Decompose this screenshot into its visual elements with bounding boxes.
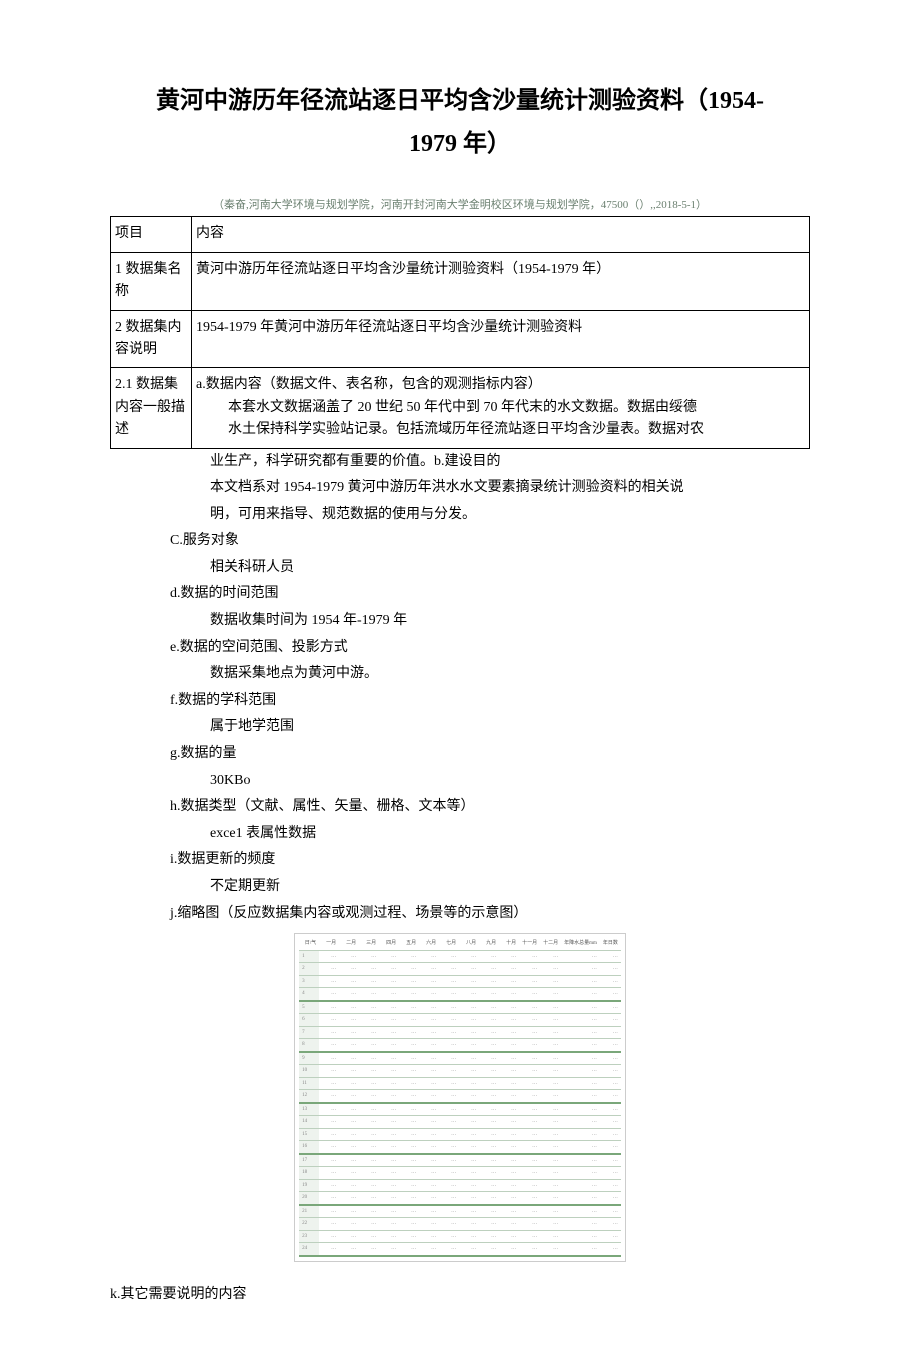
row1-value: 黄河中游历年径流站逐日平均含沙量统计测验资料（1954-1979 年） <box>192 252 810 310</box>
f-label: f.数据的学科范围 <box>110 688 810 715</box>
table-row: 2.1 数据集内容一般描述 a.数据内容（数据文件、表名称，包含的观测指标内容）… <box>111 368 810 448</box>
metadata-table: 项目 内容 1 数据集名称 黄河中游历年径流站逐日平均含沙量统计测验资料（195… <box>110 216 810 448</box>
h-label: h.数据类型（文献、属性、矢量、栅格、文本等） <box>110 794 810 821</box>
page-root: 黄河中游历年径流站逐日平均含沙量统计测验资料（1954- 1979 年） （秦奋… <box>0 0 920 1369</box>
b-body1: 本文档系对 1954-1979 黄河中游历年洪水水文要素摘录统计测验资料的相关说 <box>110 475 810 502</box>
d-label: d.数据的时间范围 <box>110 581 810 608</box>
f-body: 属于地学范围 <box>110 714 810 741</box>
j-label: j.缩略图（反应数据集内容或观测过程、场景等的示意图） <box>110 901 810 928</box>
h-body: exce1 表属性数据 <box>110 821 810 848</box>
table-row: 1 数据集名称 黄河中游历年径流站逐日平均含沙量统计测验资料（1954-1979… <box>111 252 810 310</box>
row2-value: 1954-1979 年黄河中游历年径流站逐日平均含沙量统计测验资料 <box>192 310 810 368</box>
row3-value: a.数据内容（数据文件、表名称，包含的观测指标内容） 本套水文数据涵盖了 20 … <box>192 368 810 448</box>
a-body3: 业生产，科学研究都有重要的价值。b.建设目的 <box>110 449 810 476</box>
g-label: g.数据的量 <box>110 741 810 768</box>
title-line-2: 1979 年） <box>409 131 511 157</box>
c-label: C.服务对象 <box>110 528 810 555</box>
c-body: 相关科研人员 <box>110 555 810 582</box>
i-label: i.数据更新的频度 <box>110 847 810 874</box>
k-label: k.其它需要说明的内容 <box>110 1282 810 1309</box>
table-header-row: 项目 内容 <box>111 217 810 252</box>
thumbnail-wrap: 日\气一月二月三月四月五月六月七月八月九月十月十一月十二月年降水总量mm年日数1… <box>110 933 810 1272</box>
e-body: 数据采集地点为黄河中游。 <box>110 661 810 688</box>
d-body: 数据收集时间为 1954 年-1979 年 <box>110 608 810 635</box>
title-line-1: 黄河中游历年径流站逐日平均含沙量统计测验资料（1954- <box>156 88 764 114</box>
b-body2: 明，可用来指导、规范数据的使用与分发。 <box>110 502 810 529</box>
g-body: 30KBo <box>110 768 810 795</box>
i-body: 不定期更新 <box>110 874 810 901</box>
table-row: 2 数据集内容说明 1954-1979 年黄河中游历年径流站逐日平均含沙量统计测… <box>111 310 810 368</box>
byline: （秦奋,河南大学环境与规划学院，河南开封河南大学金明校区环境与规划学院，4750… <box>110 196 810 212</box>
header-col2: 内容 <box>192 217 810 252</box>
row3-label: 2.1 数据集内容一般描述 <box>111 368 192 448</box>
row3-a-body2: 水土保持科学实验站记录。包括流域历年径流站逐日平均含沙量表。数据对农 <box>196 419 805 441</box>
row3-a: a.数据内容（数据文件、表名称，包含的观测指标内容） <box>196 374 805 396</box>
doc-title: 黄河中游历年径流站逐日平均含沙量统计测验资料（1954- 1979 年） <box>110 80 810 166</box>
body-block: 业生产，科学研究都有重要的价值。b.建设目的 本文档系对 1954-1979 黄… <box>110 449 810 1309</box>
row2-label: 2 数据集内容说明 <box>111 310 192 368</box>
thumbnail-table-icon: 日\气一月二月三月四月五月六月七月八月九月十月十一月十二月年降水总量mm年日数1… <box>294 933 626 1262</box>
e-label: e.数据的空间范围、投影方式 <box>110 635 810 662</box>
header-col1: 项目 <box>111 217 192 252</box>
row3-a-body1: 本套水文数据涵盖了 20 世纪 50 年代中到 70 年代末的水文数据。数据由绥… <box>196 397 805 419</box>
row1-label: 1 数据集名称 <box>111 252 192 310</box>
